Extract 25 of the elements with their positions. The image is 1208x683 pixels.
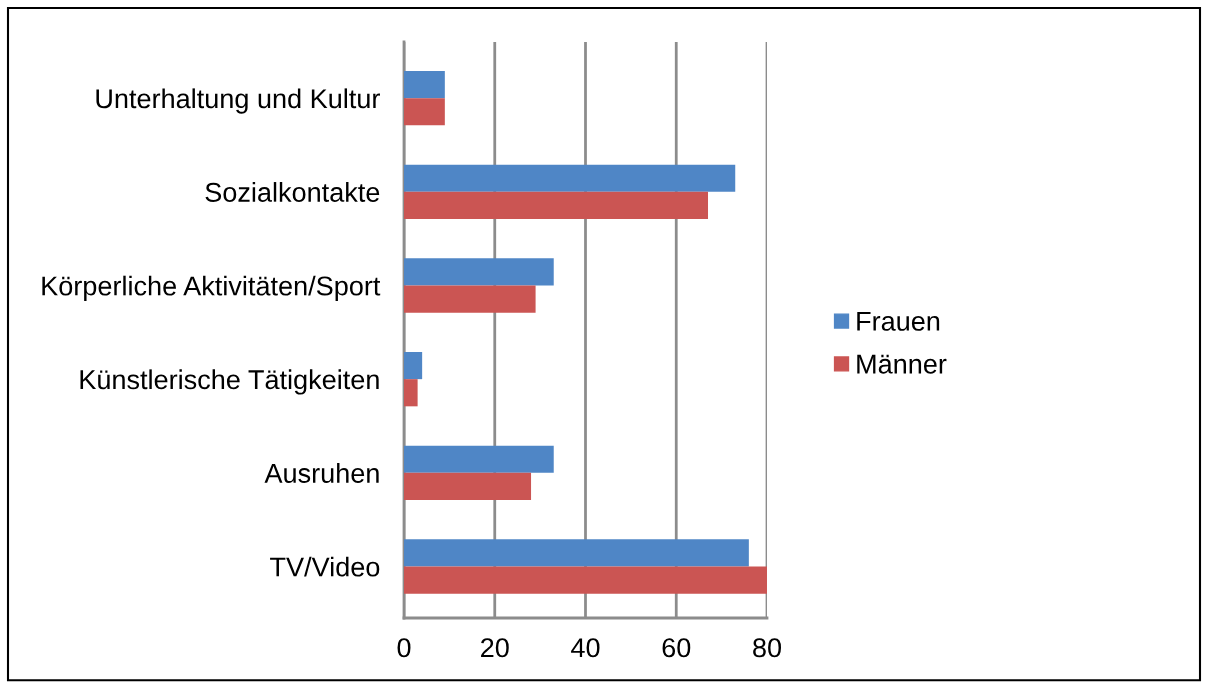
bar: [404, 379, 418, 407]
x-tick-label: 80: [753, 638, 781, 658]
x-tick-label: 60: [662, 638, 691, 658]
y-tick-label: Künstlerische Tätigkeiten: [80, 369, 379, 395]
bar: [404, 285, 536, 313]
bar: [404, 71, 445, 99]
bar: [404, 98, 445, 126]
legend-label: Männer: [857, 354, 947, 374]
x-tick-label: 20: [481, 638, 509, 658]
bar: [404, 258, 554, 286]
y-tick-label: TV/Video: [270, 556, 380, 577]
y-tick-label: Sozialkontakte: [205, 182, 380, 202]
bar: [404, 566, 767, 594]
x-tick-label: 0: [397, 638, 411, 658]
bar: [404, 445, 554, 473]
y-tick-label: Körperliche Aktivitäten/Sport: [42, 275, 381, 301]
bar: [404, 191, 709, 220]
y-tick-label: Ausruhen: [264, 463, 379, 483]
bar: [404, 539, 749, 567]
legend-label: Frauen: [857, 311, 940, 331]
y-tick-label: Unterhaltung und Kultur: [96, 88, 380, 114]
bar: [404, 164, 736, 192]
bar: [404, 352, 423, 380]
bar: [404, 472, 532, 500]
x-tick-label: 40: [571, 638, 600, 658]
